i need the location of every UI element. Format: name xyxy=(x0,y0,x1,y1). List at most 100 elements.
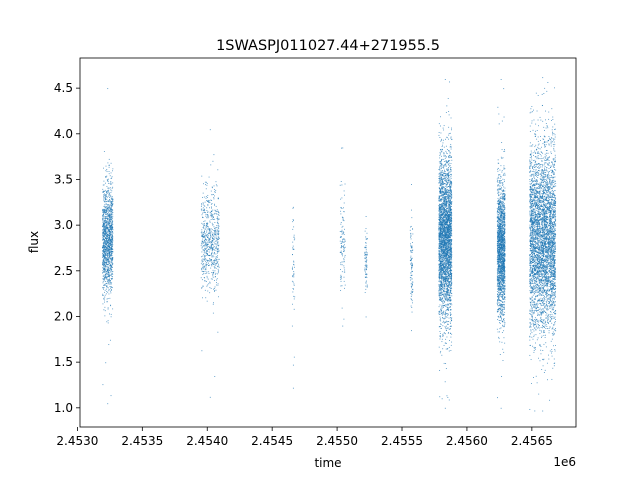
data-point xyxy=(449,211,450,213)
data-point xyxy=(108,257,110,259)
data-point xyxy=(112,200,114,202)
data-point xyxy=(204,277,206,279)
data-point xyxy=(103,244,105,246)
data-point xyxy=(442,246,444,248)
data-point xyxy=(447,227,449,229)
data-point xyxy=(106,253,108,255)
data-point xyxy=(106,254,108,255)
data-point xyxy=(440,221,441,222)
data-point xyxy=(343,238,345,240)
data-point xyxy=(108,231,110,233)
data-point xyxy=(449,207,451,209)
data-point xyxy=(446,225,448,227)
data-point xyxy=(111,240,113,242)
data-point xyxy=(109,279,111,281)
data-point xyxy=(447,308,449,310)
data-point xyxy=(446,149,448,150)
data-point xyxy=(203,240,205,242)
data-point xyxy=(104,224,106,226)
data-point xyxy=(213,241,215,243)
data-point xyxy=(104,239,106,241)
data-point xyxy=(103,288,104,290)
data-point xyxy=(443,204,445,206)
data-point xyxy=(440,217,442,219)
data-point xyxy=(213,271,215,273)
data-point xyxy=(110,265,112,267)
data-point xyxy=(447,307,449,309)
data-point xyxy=(442,139,444,141)
data-point xyxy=(439,203,441,205)
data-point xyxy=(111,277,113,279)
data-point xyxy=(366,255,368,256)
data-point xyxy=(106,273,108,275)
data-point xyxy=(444,276,446,278)
data-point xyxy=(440,228,442,230)
data-point xyxy=(109,199,110,201)
data-point xyxy=(215,227,217,229)
data-point xyxy=(410,233,412,235)
data-point xyxy=(441,265,443,267)
data-point xyxy=(439,291,441,293)
data-point xyxy=(445,238,447,240)
data-point xyxy=(215,272,217,274)
data-point xyxy=(451,259,453,261)
data-point xyxy=(447,217,449,219)
data-point xyxy=(343,202,345,204)
data-point xyxy=(214,231,216,233)
data-point xyxy=(218,233,220,235)
data-point xyxy=(216,225,218,227)
data-point xyxy=(442,248,444,250)
data-point xyxy=(438,271,440,273)
data-point xyxy=(443,172,445,174)
data-point xyxy=(205,188,207,190)
data-point xyxy=(443,246,445,248)
data-point xyxy=(211,262,213,264)
data-point xyxy=(442,300,444,302)
data-point xyxy=(440,219,442,221)
data-point xyxy=(104,219,106,221)
data-point xyxy=(365,280,367,282)
data-point xyxy=(446,225,448,227)
data-point xyxy=(110,202,112,204)
data-point xyxy=(106,282,107,284)
data-point xyxy=(447,231,448,233)
data-point xyxy=(438,238,440,240)
data-point xyxy=(106,321,108,323)
data-point xyxy=(200,205,202,207)
data-point xyxy=(449,154,450,156)
data-point xyxy=(109,250,110,252)
data-point xyxy=(451,325,452,327)
data-point xyxy=(108,250,109,252)
data-point xyxy=(108,255,110,257)
data-point xyxy=(103,167,104,169)
data-point xyxy=(440,272,442,274)
data-point xyxy=(102,294,104,296)
data-point xyxy=(205,258,207,260)
data-point xyxy=(443,272,445,274)
data-point xyxy=(448,273,450,275)
data-point xyxy=(443,129,445,131)
data-point xyxy=(443,266,445,267)
data-point xyxy=(444,179,446,181)
data-point xyxy=(441,204,442,206)
data-point xyxy=(110,395,112,397)
data-point xyxy=(204,211,206,213)
data-point xyxy=(439,208,440,210)
data-point xyxy=(450,238,452,240)
data-point xyxy=(102,286,104,288)
data-point xyxy=(209,259,211,261)
data-point xyxy=(447,197,449,199)
data-point xyxy=(448,245,450,246)
data-point xyxy=(340,210,342,212)
data-point xyxy=(445,254,447,256)
data-point xyxy=(442,243,444,245)
data-point xyxy=(216,244,218,245)
data-point xyxy=(105,201,107,203)
data-point xyxy=(292,291,294,293)
data-point xyxy=(445,325,447,327)
data-point xyxy=(450,173,452,175)
data-point xyxy=(207,205,209,207)
data-point xyxy=(440,159,442,161)
data-point xyxy=(105,270,106,272)
data-point xyxy=(445,288,447,290)
